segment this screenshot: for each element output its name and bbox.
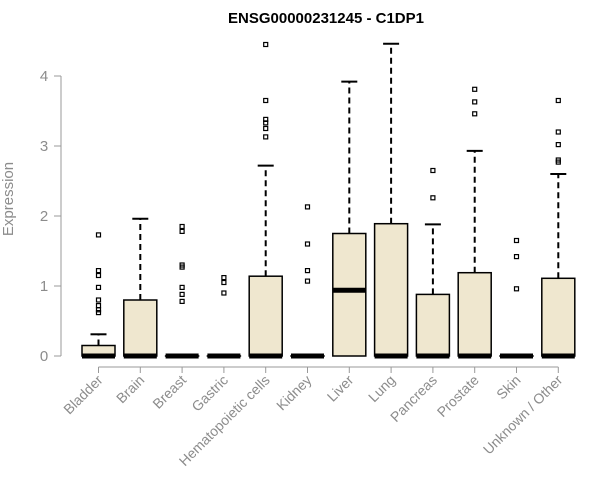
outlier-point [179,262,185,268]
outlier-point [430,167,436,174]
outlier-point [555,142,561,148]
outlier-point [555,129,561,135]
outlier-point [513,286,520,292]
box-breast [164,223,200,359]
outlier-point [304,241,311,247]
outlier-point [263,97,269,104]
box-skin [499,237,534,359]
outlier-point [95,297,102,303]
box-rect [332,232,367,357]
outlier-point [304,268,311,274]
outlier-point [263,125,269,132]
outlier-point [513,237,520,244]
outlier-point [221,275,227,281]
outlier-point [263,134,269,140]
box-bladder [81,232,116,359]
outlier-point [304,204,311,210]
outlier-point [95,284,102,290]
outlier-point [95,272,102,279]
x-tick-label: Unknown / Other [480,372,566,458]
x-tick-label: Bladder [60,372,106,418]
chart-title: ENSG00000231245 - C1DP1 [228,10,424,27]
box-pancreas [415,167,451,359]
outlier-point [472,111,478,117]
box-lung [373,42,409,359]
outlier-point [179,228,185,234]
x-tick-label: Breast [149,372,189,412]
box-rect [541,277,576,357]
y-tick-label: 4 [40,68,48,85]
box-prostate [457,86,492,359]
outlier-point [472,99,478,105]
outlier-point [95,310,102,316]
outlier-point [179,291,185,297]
y-tick-label: 1 [40,278,48,295]
box-unknown-other [541,97,576,359]
y-axis: 0 1 2 3 4 [40,68,62,365]
x-tick-label: Lung [365,372,398,405]
box-rect [415,293,451,357]
outlier-point [95,303,102,309]
outlier-point [221,290,227,296]
box-kidney [290,204,325,359]
outlier-point [263,41,269,48]
box-gastric [206,275,242,359]
box-rect [457,271,492,357]
box-liver [332,80,367,357]
y-tick-label: 0 [40,348,48,365]
outlier-point [95,232,102,238]
outlier-point [430,195,436,201]
x-tick-label: Liver [324,372,357,405]
outlier-point [472,86,478,92]
x-tick-label: Brain [113,372,147,406]
box-group [81,41,576,359]
y-tick-label: 3 [40,138,48,155]
x-tick-label: Prostate [434,372,482,420]
box-brain [123,217,158,359]
outlier-point [95,268,102,274]
outlier-point [263,116,269,123]
outlier-point [179,284,185,290]
outlier-point [179,298,185,304]
y-tick-label: 2 [40,208,48,225]
outlier-point [221,279,227,286]
outlier-point [304,278,311,284]
x-tick-label: Skin [493,372,524,403]
outlier-point [513,254,520,260]
box-hematopoietic-cells [248,41,283,359]
box-rect [123,299,158,357]
box-rect [248,275,283,357]
outlier-point [179,223,185,230]
box-rect [373,222,409,357]
x-tick-label: Kidney [273,372,315,414]
y-axis-label: Expression [0,162,17,236]
outlier-point [555,97,561,104]
outlier-point [555,157,561,163]
